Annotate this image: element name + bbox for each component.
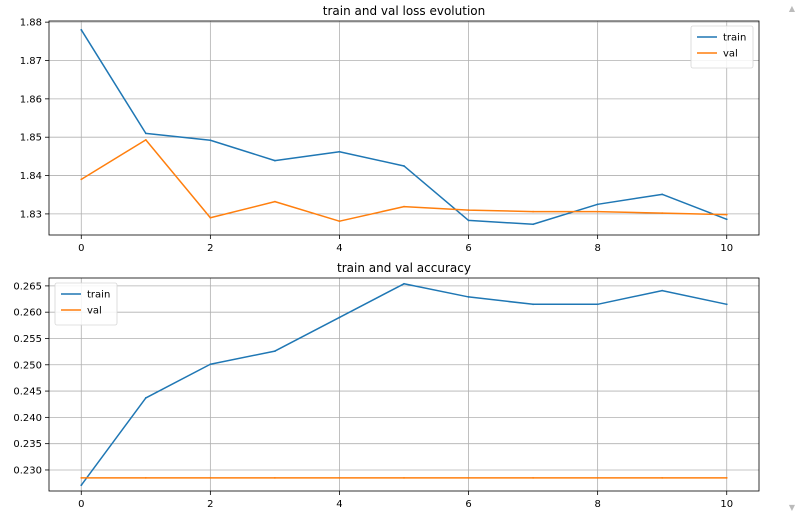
x-tick-label: 2	[207, 499, 213, 510]
chart-title: train and val loss evolution	[323, 4, 486, 18]
data-point-train	[80, 484, 83, 487]
data-point-val	[532, 210, 534, 213]
data-point-train	[144, 397, 147, 399]
data-point-val	[403, 205, 405, 208]
y-tick-label: 1.87	[20, 56, 42, 67]
data-point-train	[209, 139, 212, 142]
x-tick-label: 10	[720, 243, 733, 254]
y-tick-label: 0.235	[13, 439, 42, 450]
series-line-val	[80, 139, 727, 222]
data-point-train	[661, 193, 664, 196]
data-point-train	[725, 218, 728, 221]
y-tick-label: 0.255	[13, 334, 42, 345]
data-point-val	[274, 476, 276, 479]
data-point-val	[144, 476, 147, 479]
series-line-train	[80, 283, 727, 486]
data-point-val	[661, 476, 664, 479]
x-tick-label: 8	[594, 499, 600, 510]
data-point-val	[467, 476, 470, 479]
data-point-val	[403, 476, 405, 479]
data-point-val	[80, 476, 83, 479]
y-tick-label: 0.250	[13, 360, 42, 371]
data-point-train	[596, 203, 599, 206]
x-tick-label: 4	[336, 499, 342, 510]
data-point-train	[596, 303, 599, 306]
legend-label-val: val	[723, 49, 738, 60]
data-point-train	[532, 223, 534, 226]
data-point-val	[209, 476, 212, 479]
legend-label-train: train	[723, 33, 746, 44]
x-tick-label: 0	[78, 499, 84, 510]
data-point-val	[661, 212, 664, 215]
data-point-train	[725, 303, 728, 306]
series-line-train	[80, 29, 728, 226]
accuracy-chart: train and val accuracy 0 2 4 6 8 10 0.230 0.235 0…	[13, 261, 760, 510]
scroll-down-icon[interactable]: ▼	[788, 503, 796, 512]
x-tick-label: 6	[465, 499, 471, 510]
x-tick-label: 8	[594, 243, 600, 254]
legend: train val	[690, 25, 754, 69]
y-tick-label: 0.260	[13, 308, 42, 319]
data-point-train	[403, 165, 405, 167]
plot-frame	[48, 20, 760, 236]
y-tick-label: 1.83	[20, 209, 42, 220]
scroll-up-icon[interactable]: ▲	[788, 4, 796, 13]
data-point-val	[80, 178, 83, 181]
y-tick-label: 1.88	[20, 18, 42, 29]
legend-label-val: val	[87, 306, 102, 317]
loss-chart: train and val loss evolution 0 2 4 6 8 10 1.83 1…	[20, 4, 760, 254]
legend-label-train: train	[87, 290, 110, 301]
data-point-val	[596, 210, 599, 213]
y-tick-label: 1.84	[20, 171, 42, 182]
data-point-val	[338, 220, 341, 223]
data-point-val	[596, 476, 599, 479]
data-point-val	[532, 476, 534, 479]
y-tick-label: 1.86	[20, 94, 42, 105]
plot-frame	[48, 277, 760, 492]
chart-title: train and val accuracy	[337, 261, 471, 275]
data-point-val	[725, 213, 728, 216]
data-point-train	[144, 132, 147, 135]
data-point-train	[467, 296, 470, 298]
data-point-val	[725, 476, 728, 479]
data-point-train	[532, 303, 534, 306]
y-tick-label: 1.85	[20, 133, 42, 144]
legend: train val	[54, 282, 118, 326]
data-point-train	[80, 28, 83, 31]
y-tick-label: 0.240	[13, 413, 42, 424]
data-point-train	[209, 363, 212, 366]
data-point-val	[338, 476, 341, 479]
data-point-train	[403, 282, 405, 285]
data-point-train	[274, 159, 276, 162]
data-point-val	[209, 216, 212, 219]
data-point-train	[274, 350, 276, 353]
data-point-train	[338, 316, 341, 319]
x-tick-label: 10	[720, 499, 733, 510]
x-tick-label: 2	[207, 243, 213, 254]
data-point-train	[467, 219, 470, 222]
data-point-train	[338, 150, 341, 153]
x-tick-label: 6	[465, 243, 471, 254]
y-tick-label: 0.230	[13, 465, 42, 476]
x-tick-label: 4	[336, 243, 342, 254]
data-point-train	[661, 289, 664, 292]
data-point-val	[467, 209, 470, 211]
y-tick-label: 0.265	[13, 281, 42, 292]
data-point-val	[144, 138, 147, 141]
data-point-val	[274, 200, 276, 203]
y-tick-label: 0.245	[13, 387, 42, 398]
x-tick-label: 0	[78, 243, 84, 254]
